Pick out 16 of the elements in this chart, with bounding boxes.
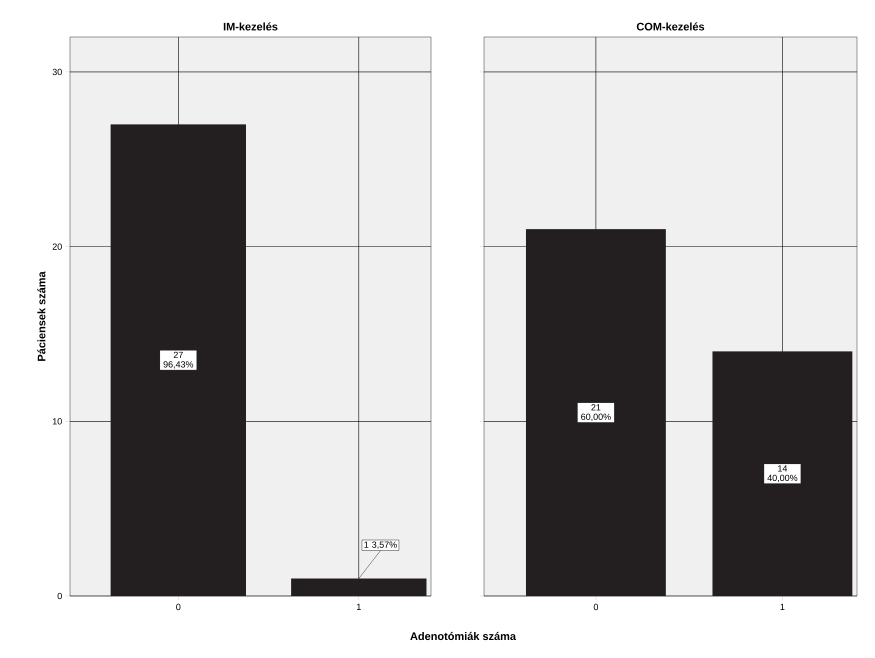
data-label: 27 96,43%: [164, 352, 194, 369]
data-label: 14 40,00%: [767, 465, 798, 482]
y-tick-label: 10: [52, 418, 62, 424]
x-tick-label: 0: [594, 604, 598, 610]
y-tick-label: 0: [58, 592, 62, 600]
y-axis-title: Páciensek száma: [37, 271, 46, 361]
y-tick-label: 30: [52, 68, 62, 76]
data-label: 21 60,00%: [581, 404, 611, 422]
x-tick-label: 0: [176, 604, 180, 610]
chart-title: IM-kezelés: [224, 22, 278, 30]
chart-title: COM-kezelés: [636, 22, 704, 30]
x-tick-label: 1: [780, 604, 784, 610]
data-label: 1 3,57%: [364, 541, 397, 549]
x-tick-label: 1: [356, 604, 361, 610]
y-tick-label: 20: [52, 243, 62, 250]
x-axis-title: Adenotómiák száma: [410, 632, 516, 640]
